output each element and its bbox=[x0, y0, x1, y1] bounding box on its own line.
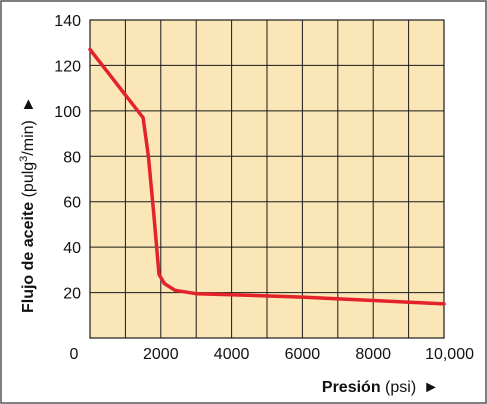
x-tick-label: 0 bbox=[70, 346, 79, 363]
y-axis-arrow: ► bbox=[20, 96, 37, 112]
y-tick-label: 80 bbox=[63, 149, 81, 166]
y-tick-label: 140 bbox=[54, 13, 81, 30]
x-tick-label: 10,000 bbox=[425, 346, 474, 363]
x-axis-title-bold: Presión bbox=[322, 379, 381, 396]
x-tick-labels: 0 2000 4000 6000 8000 10,000 bbox=[70, 346, 475, 363]
x-tick-label: 8000 bbox=[355, 346, 391, 363]
y-tick-label: 40 bbox=[63, 240, 81, 257]
y-axis-title: Flujo de aceite (pulg3/min) ► bbox=[18, 96, 37, 313]
x-axis-title: Presión (psi) ► bbox=[322, 379, 439, 396]
vertical-gridlines bbox=[89, 20, 445, 338]
horizontal-gridlines bbox=[90, 19, 444, 339]
y-tick-label: 60 bbox=[63, 195, 81, 212]
y-axis-title-unit-superscript: 3 bbox=[18, 156, 30, 162]
y-axis-title-unit-end: /min) bbox=[20, 120, 37, 156]
x-axis-arrow: ► bbox=[423, 379, 439, 396]
x-tick-label: 6000 bbox=[285, 346, 321, 363]
y-tick-labels: 20 40 60 80 100 120 140 bbox=[54, 13, 81, 303]
y-tick-label: 120 bbox=[54, 58, 81, 75]
y-axis-title-bold: Flujo de aceite bbox=[20, 202, 37, 313]
y-axis-title-unit-start: (pulg bbox=[20, 162, 37, 198]
oil-flow-series-line bbox=[88, 47, 446, 306]
x-axis-title-unit: (psi) bbox=[385, 379, 416, 396]
y-tick-label: 20 bbox=[63, 286, 81, 303]
y-tick-label: 100 bbox=[54, 104, 81, 121]
x-tick-label: 4000 bbox=[214, 346, 250, 363]
x-tick-label: 2000 bbox=[143, 346, 179, 363]
